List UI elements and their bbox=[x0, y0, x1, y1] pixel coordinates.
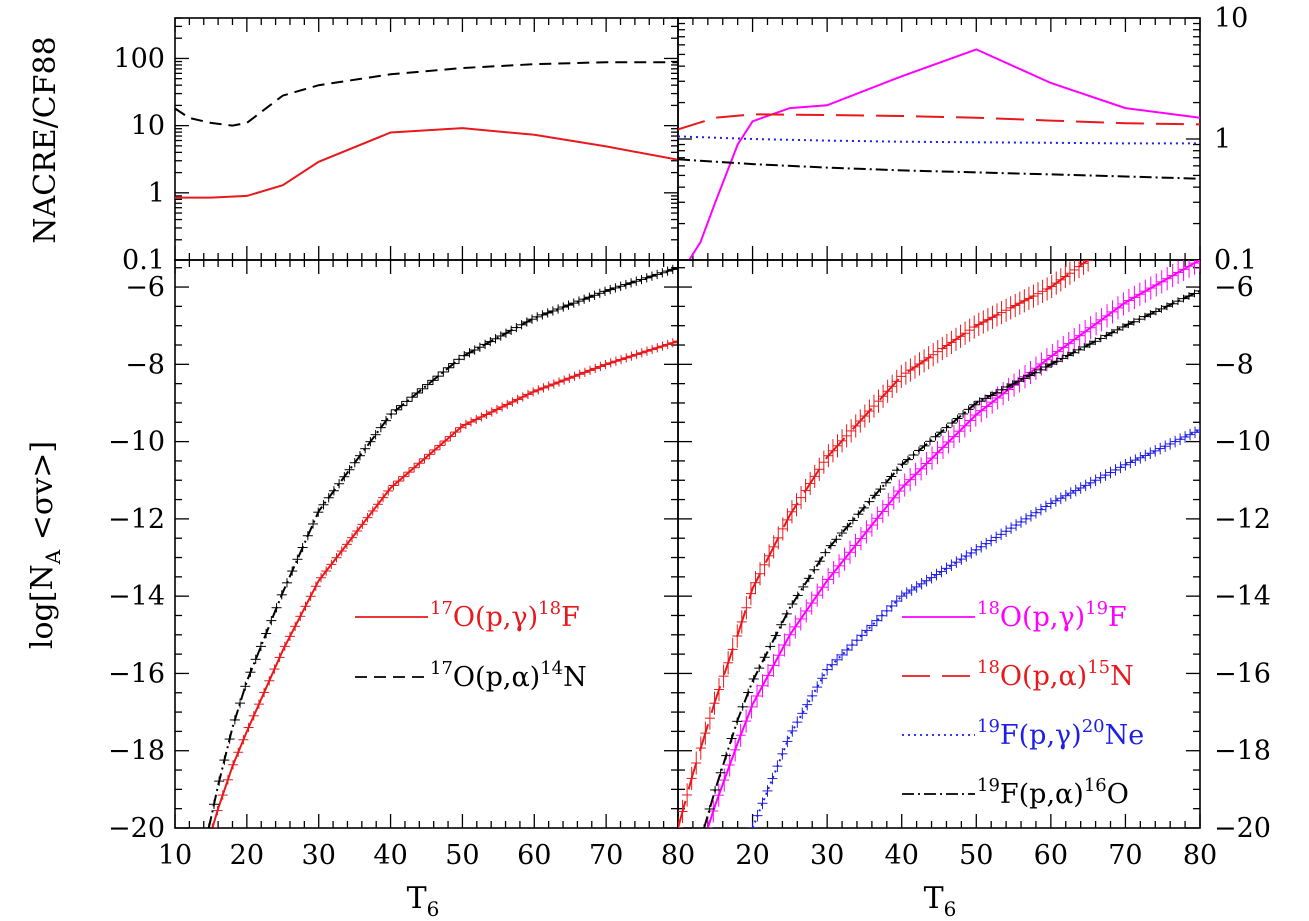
top-y-axis-label: NACRE/CF88 bbox=[28, 36, 63, 243]
legend-entry: 17O(p,α)14N bbox=[355, 658, 587, 693]
y-tick-label: 1 bbox=[1214, 124, 1231, 155]
y-tick-label: 0.1 bbox=[1214, 245, 1257, 276]
y-tick-label: −20 bbox=[108, 813, 165, 844]
legend-entry: 18O(p,γ)19F bbox=[902, 598, 1127, 633]
y-tick-label: 10 bbox=[1214, 3, 1248, 34]
legend-label: 18O(p,α)15N bbox=[977, 657, 1134, 692]
x-tick-label: 50 bbox=[445, 840, 479, 871]
panel-bottom-right: −20 −18 −16 −14 −12 −10 −8 −6 20 30 40 50 60 70 80 18O(… bbox=[677, 259, 1271, 871]
y-tick-label: −10 bbox=[108, 427, 165, 458]
y-tick-label: 100 bbox=[113, 43, 165, 74]
x-tick-label: 30 bbox=[810, 840, 844, 871]
plot-area: 18O(p,α)15N18O(p,γ)19F19F(p,γ)20Ne19F(p,… bbox=[678, 260, 1200, 828]
y-tick-label: −8 bbox=[125, 349, 165, 380]
x-tick-label: 20 bbox=[230, 840, 264, 871]
error-bars bbox=[203, 263, 678, 828]
y-tick-label: −6 bbox=[125, 272, 165, 303]
y-tick-label: 0.1 bbox=[122, 245, 165, 276]
x-tick-label: 80 bbox=[1183, 840, 1217, 871]
legend-entry: 19F(p,α)16O bbox=[902, 775, 1129, 810]
plot-frame bbox=[174, 17, 679, 261]
series-line: 17O(p,α)14N bbox=[175, 61, 678, 127]
x-tick-label: 60 bbox=[1034, 840, 1068, 871]
y-tick-label: −14 bbox=[1214, 581, 1271, 612]
panel-bottom-left: −20 −18 −16 −14 −12 −10 −8 −6 10 20 30 40 50 60 70 80 17… bbox=[108, 259, 695, 871]
y-tick-label: −20 bbox=[1214, 813, 1271, 844]
plot-frame bbox=[677, 259, 1201, 829]
y-tick-label: 1 bbox=[148, 178, 165, 209]
legend-entry: 18O(p,α)15N bbox=[902, 657, 1134, 692]
legend-label: 17O(p,α)14N bbox=[430, 658, 587, 693]
series-line: 17O(p,γ)18F bbox=[211, 340, 678, 828]
error-bars bbox=[207, 336, 678, 828]
x-axis-label-right: T6 bbox=[924, 881, 957, 921]
x-tick-label: 70 bbox=[589, 840, 623, 871]
x-tick-label: 10 bbox=[158, 840, 192, 871]
y-tick-label: −18 bbox=[1214, 736, 1271, 767]
x-tick-label: 20 bbox=[735, 840, 769, 871]
series-line: 19F(p,γ)20Ne bbox=[751, 429, 1200, 828]
x-tick-label: 80 bbox=[661, 840, 695, 871]
error-bars bbox=[747, 424, 1200, 828]
x-tick-label: 70 bbox=[1108, 840, 1142, 871]
y-tick-label: 10 bbox=[131, 111, 165, 142]
series-line: 19F(p,α)16O bbox=[703, 289, 1200, 828]
y-tick-label: −6 bbox=[1214, 272, 1254, 303]
x-tick-label: 40 bbox=[373, 840, 407, 871]
series-line: 18O(p,α)15N bbox=[678, 113, 1200, 131]
y-tick-label: −10 bbox=[1214, 427, 1271, 458]
y-tick-label: −16 bbox=[108, 658, 165, 689]
x-axis-label-left: T6 bbox=[407, 881, 440, 921]
y-tick-label: −12 bbox=[108, 504, 165, 535]
y-tick-label: −18 bbox=[108, 736, 165, 767]
series-line: 19F(p,α)16O bbox=[678, 158, 1200, 180]
legend-label: 19F(p,α)16O bbox=[977, 775, 1129, 810]
y-tick-label: −8 bbox=[1214, 349, 1254, 380]
legend-label: 17O(p,γ)18F bbox=[430, 598, 580, 633]
plot-frame bbox=[174, 259, 679, 829]
x-tick-label: 40 bbox=[885, 840, 919, 871]
legend-right: 18O(p,γ)19F 18O(p,α)15N 19F(p,γ)20Ne 19F(p,… bbox=[902, 598, 1144, 810]
series-line: 19F(p,γ)20Ne bbox=[678, 135, 1200, 145]
series-line: 18O(p,γ)19F bbox=[688, 48, 1200, 260]
series-line: 18O(p,γ)19F bbox=[706, 260, 1200, 828]
legend-left: 17O(p,γ)18F 17O(p,α)14N bbox=[355, 598, 587, 693]
legend-entry: 17O(p,γ)18F bbox=[355, 598, 580, 633]
series-line: 17O(p,α)14N bbox=[207, 266, 678, 828]
x-tick-label: 50 bbox=[959, 840, 993, 871]
bottom-y-axis-label: log[NA <σv>] bbox=[25, 441, 65, 649]
x-tick-label: 60 bbox=[517, 840, 551, 871]
x-tick-label: 30 bbox=[302, 840, 336, 871]
y-tick-label: −16 bbox=[1214, 658, 1271, 689]
series-line: 18O(p,α)15N bbox=[678, 260, 1089, 828]
y-tick-label: −14 bbox=[108, 581, 165, 612]
y-tick-label: −12 bbox=[1214, 504, 1271, 535]
legend-label: 18O(p,γ)19F bbox=[977, 598, 1127, 633]
legend-label: 19F(p,γ)20Ne bbox=[977, 716, 1144, 751]
series-line: 17O(p,γ)18F bbox=[175, 127, 678, 199]
plot-area: 17O(p,γ)18F 17O(p,α)14N bbox=[203, 263, 678, 828]
legend-entry: 19F(p,γ)20Ne bbox=[902, 716, 1144, 751]
